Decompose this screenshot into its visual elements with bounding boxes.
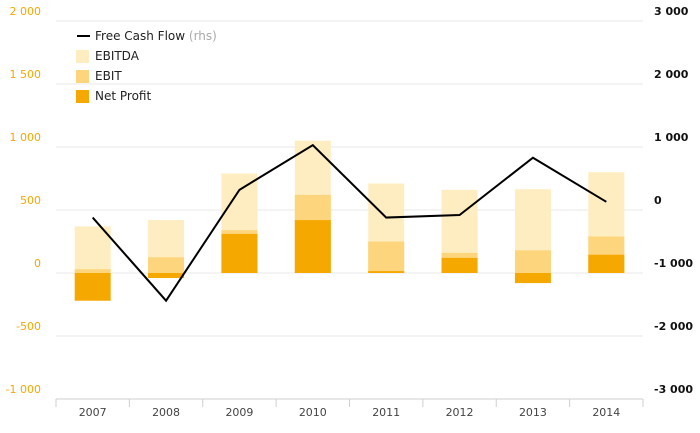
axis-layer: -1 000 -500 0 500 1 000 1 500 2 000 -3 000 -2 00…	[6, 5, 694, 419]
bar-net-profit	[74, 273, 111, 301]
gridlines	[56, 20, 643, 400]
legend-swatch	[76, 50, 89, 63]
y-right-tick-label: -2 000	[654, 320, 693, 333]
legend-swatch	[76, 70, 89, 83]
x-tick-label: 2014	[592, 406, 620, 419]
y-left-tick-label: -1 000	[6, 383, 41, 396]
bar-ebit	[514, 250, 551, 273]
x-tick-label: 2007	[79, 406, 107, 419]
x-tick-label: 2010	[299, 406, 327, 419]
bar-net-profit	[514, 273, 551, 284]
bar-ebit	[148, 257, 185, 273]
legend-label: EBIT	[95, 69, 122, 83]
y-right-tick-label: -3 000	[654, 383, 693, 396]
y-right-tick-label: 0	[654, 194, 662, 207]
legend-label: EBITDA	[95, 49, 140, 63]
line-layer	[91, 143, 607, 303]
bar-net-profit	[148, 273, 185, 279]
x-tick-label: 2013	[519, 406, 547, 419]
bar-net-profit	[221, 233, 258, 273]
y-right-tick-label: 2 000	[654, 68, 689, 81]
y-right-tick-label: 1 000	[654, 131, 689, 144]
legend-rhs-suffix: (rhs)	[185, 29, 217, 43]
bar-ebit	[74, 269, 111, 273]
x-tick-label: 2012	[446, 406, 474, 419]
y-right-tick-label: 3 000	[654, 5, 689, 18]
bar-net-profit	[441, 257, 478, 273]
y-left-tick-label: -500	[16, 320, 41, 333]
x-tick-label: 2011	[372, 406, 400, 419]
y-left-tick-label: 500	[20, 194, 41, 207]
bar-ebit	[368, 241, 405, 273]
bar-net-profit	[588, 254, 625, 273]
x-tick-label: 2008	[152, 406, 180, 419]
bar-layer	[74, 140, 625, 301]
y-left-tick-label: 0	[34, 257, 41, 270]
y-left-tick-label: 1 000	[10, 131, 42, 144]
legend-label: Free Cash Flow (rhs)	[95, 29, 217, 43]
legend-swatch	[76, 90, 89, 103]
y-right-tick-label: -1 000	[654, 257, 693, 270]
legend-label: Net Profit	[95, 89, 151, 103]
y-left-tick-label: 2 000	[10, 5, 42, 18]
bar-ebitda	[74, 226, 111, 273]
y-left-tick-label: 1 500	[10, 68, 42, 81]
x-tick-label: 2009	[225, 406, 253, 419]
bar-net-profit	[368, 271, 405, 273]
bar-net-profit	[294, 220, 331, 273]
line-free-cash-flow	[91, 143, 607, 303]
legend: Free Cash Flow (rhs) EBITDA EBIT Net Profit	[76, 29, 217, 103]
